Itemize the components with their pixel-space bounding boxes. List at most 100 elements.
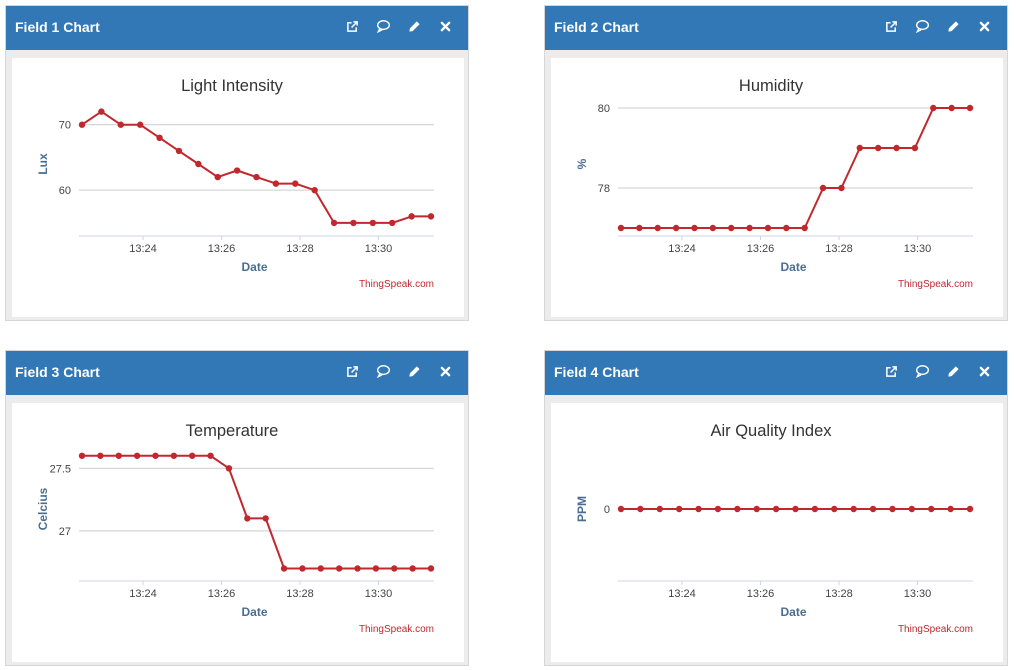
data-point[interactable]	[391, 565, 398, 572]
data-point[interactable]	[637, 505, 644, 513]
data-point[interactable]	[292, 180, 299, 187]
data-point[interactable]	[175, 147, 183, 155]
data-point[interactable]	[772, 505, 780, 513]
data-point[interactable]	[728, 224, 735, 232]
data-point[interactable]	[78, 452, 86, 459]
data-point[interactable]	[262, 515, 269, 522]
data-point[interactable]	[244, 515, 251, 522]
credit-link[interactable]: ThingSpeak.com	[898, 279, 973, 290]
data-point[interactable]	[966, 104, 974, 112]
data-point[interactable]	[409, 565, 416, 572]
data-point[interactable]	[869, 505, 877, 513]
external-link-icon[interactable]	[343, 17, 361, 35]
data-point[interactable]	[617, 505, 625, 513]
comment-icon[interactable]	[374, 17, 392, 35]
data-point[interactable]	[115, 452, 122, 459]
data-point[interactable]	[709, 224, 717, 232]
data-point[interactable]	[850, 505, 857, 513]
chart-title: Air Quality Index	[710, 422, 832, 440]
pencil-icon[interactable]	[405, 17, 423, 35]
data-point[interactable]	[617, 224, 625, 232]
data-point[interactable]	[831, 505, 838, 513]
data-point[interactable]	[133, 452, 141, 459]
data-point[interactable]	[966, 505, 974, 513]
data-point[interactable]	[908, 505, 916, 513]
data-point[interactable]	[427, 213, 435, 220]
data-point[interactable]	[672, 224, 680, 232]
data-point[interactable]	[734, 505, 741, 513]
external-link-icon[interactable]	[882, 362, 900, 380]
data-point[interactable]	[350, 219, 357, 227]
data-point[interactable]	[819, 184, 827, 192]
external-link-icon[interactable]	[343, 362, 361, 380]
data-point[interactable]	[225, 465, 233, 472]
data-point[interactable]	[152, 452, 159, 459]
data-point[interactable]	[97, 452, 104, 459]
data-point[interactable]	[427, 565, 435, 572]
data-point[interactable]	[156, 134, 163, 142]
data-point[interactable]	[856, 144, 863, 152]
data-point[interactable]	[335, 565, 343, 572]
data-point[interactable]	[656, 505, 663, 513]
data-point[interactable]	[753, 505, 760, 513]
data-point[interactable]	[280, 565, 288, 572]
close-icon[interactable]	[436, 362, 454, 380]
data-point[interactable]	[928, 505, 935, 513]
data-point[interactable]	[354, 565, 361, 572]
comment-icon[interactable]	[913, 362, 931, 380]
data-point[interactable]	[170, 452, 178, 459]
data-point[interactable]	[654, 224, 661, 232]
data-point[interactable]	[189, 452, 196, 459]
data-point[interactable]	[317, 565, 324, 572]
data-point[interactable]	[389, 219, 396, 227]
data-point[interactable]	[911, 144, 919, 152]
external-link-icon[interactable]	[882, 17, 900, 35]
data-point[interactable]	[889, 505, 896, 513]
data-point[interactable]	[253, 173, 260, 181]
data-point[interactable]	[214, 173, 221, 181]
data-point[interactable]	[948, 104, 955, 112]
credit-link[interactable]: ThingSpeak.com	[898, 624, 973, 635]
data-point[interactable]	[311, 186, 318, 194]
data-point[interactable]	[783, 224, 790, 232]
data-point[interactable]	[947, 505, 954, 513]
data-point[interactable]	[78, 121, 86, 128]
x-tick-label: 13:26	[747, 588, 775, 600]
data-point[interactable]	[369, 219, 377, 227]
data-point[interactable]	[372, 565, 380, 572]
close-icon[interactable]	[975, 17, 993, 35]
data-point[interactable]	[792, 505, 799, 513]
data-point[interactable]	[299, 565, 306, 572]
comment-icon[interactable]	[913, 17, 931, 35]
close-icon[interactable]	[975, 362, 993, 380]
data-point[interactable]	[930, 104, 937, 112]
data-point[interactable]	[801, 224, 808, 232]
data-point[interactable]	[695, 505, 702, 513]
data-point[interactable]	[272, 180, 280, 187]
data-point[interactable]	[636, 224, 643, 232]
comment-icon[interactable]	[374, 362, 392, 380]
data-point[interactable]	[893, 144, 900, 152]
data-point[interactable]	[330, 219, 338, 227]
data-point[interactable]	[811, 505, 819, 513]
pencil-icon[interactable]	[944, 362, 962, 380]
data-point[interactable]	[675, 505, 683, 513]
credit-link[interactable]: ThingSpeak.com	[359, 279, 434, 290]
data-point[interactable]	[233, 167, 241, 174]
pencil-icon[interactable]	[405, 362, 423, 380]
data-point[interactable]	[117, 121, 124, 128]
data-point[interactable]	[838, 184, 845, 192]
data-point[interactable]	[98, 108, 105, 115]
pencil-icon[interactable]	[944, 17, 962, 35]
data-point[interactable]	[408, 213, 415, 220]
data-point[interactable]	[746, 224, 753, 232]
data-point[interactable]	[874, 144, 882, 152]
credit-link[interactable]: ThingSpeak.com	[359, 624, 434, 635]
data-point[interactable]	[714, 505, 722, 513]
data-point[interactable]	[207, 452, 214, 459]
data-point[interactable]	[136, 121, 144, 128]
data-point[interactable]	[764, 224, 772, 232]
data-point[interactable]	[195, 160, 202, 168]
data-point[interactable]	[691, 224, 698, 232]
close-icon[interactable]	[436, 17, 454, 35]
